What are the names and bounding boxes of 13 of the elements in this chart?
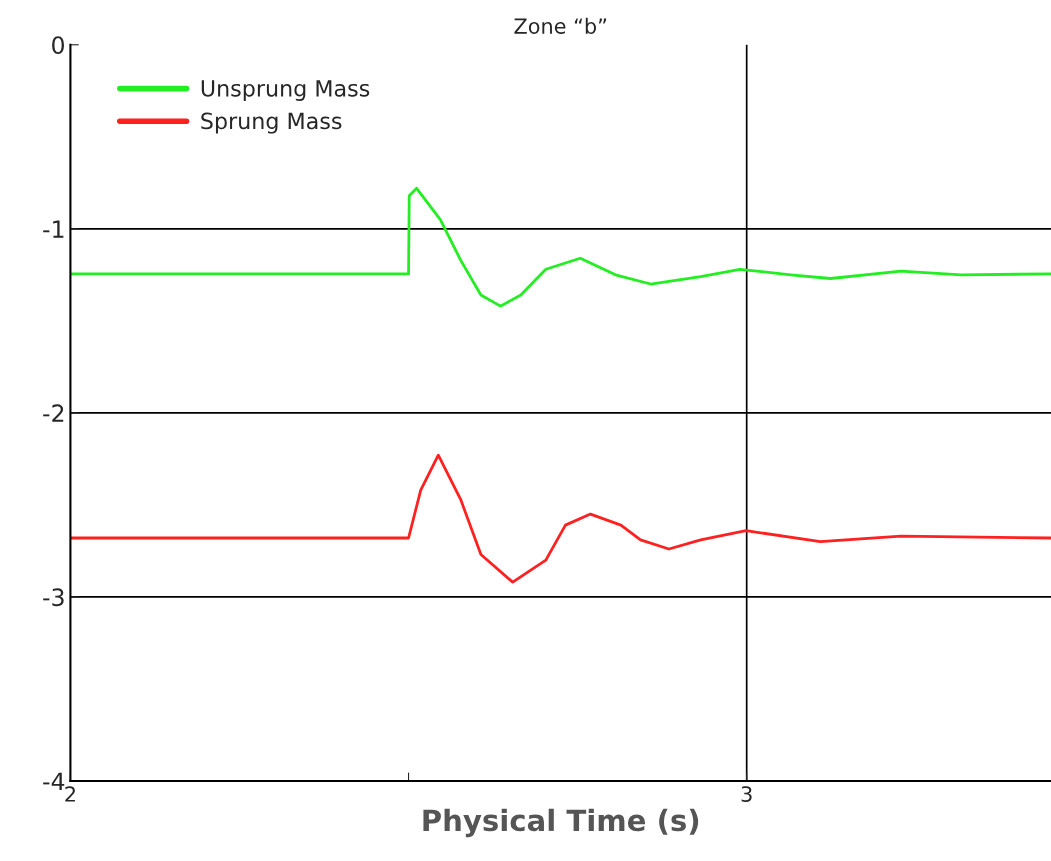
- legend-label: Unsprung Mass: [201, 80, 370, 101]
- x-axis-title: Physical Time (s): [423, 808, 699, 838]
- y-tick-label: -1: [43, 220, 64, 238]
- y-tick-label: -3: [43, 588, 64, 607]
- line-series: [70, 186, 1051, 308]
- y-tick-label: -4: [43, 772, 65, 790]
- x-tick-label: 2: [65, 786, 75, 802]
- y-tick-label: -2: [43, 404, 64, 422]
- legend-label: Sprung Mass: [201, 112, 342, 134]
- y-tick-label: 0: [52, 36, 64, 55]
- chart-title: Zone “b”: [514, 17, 607, 34]
- line-series: [70, 453, 1051, 584]
- x-tick-label: 3: [741, 786, 752, 802]
